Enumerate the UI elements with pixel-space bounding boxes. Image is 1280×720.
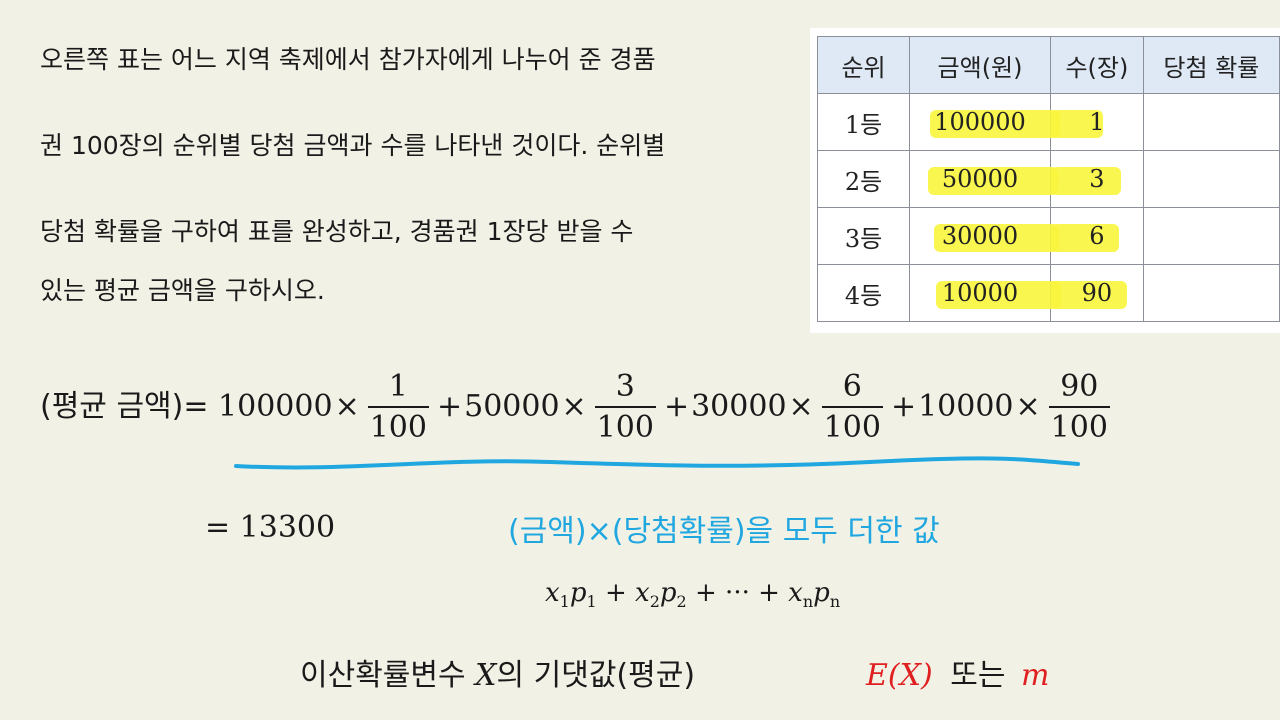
prize-table-panel: 순위 금액(원) 수(장) 당첨 확률 1등 100000 1 2등 50000… [810,28,1280,333]
probability-cell[interactable] [1142,207,1280,265]
fraction-denominator: 100 [821,406,883,448]
problem-line-4: 있는 평균 금액을 구하시오. [40,276,325,305]
mean-equation: (평균 금액)= 100000× 1 100 +50000× 3 100 +30000× 6 1… [40,368,1116,448]
term-amount: 10000 [918,389,1014,424]
amount-cell: 10000 [909,264,1062,322]
notation-m: m [1020,658,1050,693]
times-sign: × [788,389,814,424]
header-probability: 당첨 확률 [1142,36,1280,94]
notation-ex: E(X) [866,658,933,693]
amount-cell: 100000 [909,93,1061,151]
amount-cell: 30000 [909,207,1060,265]
prize-table: 순위 금액(원) 수(장) 당첨 확률 1등 100000 1 2등 50000… [816,36,1280,322]
header-rank: 순위 [816,36,911,94]
header-amount: 금액(원) [909,36,1051,94]
fraction-denominator: 100 [594,406,656,448]
highlight-mark [928,167,1059,195]
probability-cell[interactable] [1142,264,1280,322]
rank-cell: 4등 [816,264,911,322]
problem-line-2: 권 100장의 순위별 당첨 금액과 수를 나타낸 것이다. 순위별 [40,131,666,160]
count-cell: 90 [1049,264,1144,322]
weighted-sum-note: (금액)×(당첨확률)을 모두 더한 값 [508,514,940,549]
table-row: 2등 50000 3 [816,150,1280,208]
rank-cell: 1등 [816,93,911,151]
fraction: 1 100 [367,368,429,448]
fraction-denominator: 100 [1048,406,1110,448]
random-variable-x: X [475,658,497,693]
probability-cell[interactable] [1142,93,1280,151]
highlight-mark [930,110,1061,138]
fraction-numerator: 3 [615,369,635,404]
highlight-mark [1050,224,1119,252]
plus-sign: + [663,389,690,424]
highlight-mark [934,224,1060,252]
fraction-numerator: 1 [388,369,408,404]
count-cell: 3 [1049,150,1144,208]
rank-cell: 2등 [816,150,911,208]
times-sign: × [334,389,360,424]
count-cell: 6 [1049,207,1144,265]
plus-sign: + [436,389,463,424]
highlight-mark [936,281,1062,309]
fraction: 90 100 [1048,368,1110,448]
or-text: 또는 [950,658,1006,693]
table-row: 1등 100000 1 [816,93,1280,151]
plus-sign: + [890,389,917,424]
concept-text-before: 이산확률변수 [300,658,476,693]
problem-line-3: 당첨 확률을 구하여 표를 완성하고, 경품권 1장당 받을 수 [40,217,634,246]
fraction-numerator: 90 [1060,369,1099,404]
header-count: 수(장) [1049,36,1144,94]
probability-cell[interactable] [1142,150,1280,208]
table-row: 3등 30000 6 [816,207,1280,265]
expectation-formula: x1p1 + x2p2 + ··· + xnpn [545,578,841,612]
term-amount: 100000 [218,389,333,424]
amount-cell: 50000 [909,150,1059,208]
table-header-row: 순위 금액(원) 수(장) 당첨 확률 [816,36,1280,94]
times-sign: × [561,389,587,424]
fraction: 6 100 [821,368,883,448]
expected-value-definition: 이산확률변수 X의 기댓값(평균) [300,650,695,694]
highlight-mark [1050,167,1121,195]
fraction-denominator: 100 [367,406,429,448]
rank-cell: 3등 [816,207,911,265]
fraction-numerator: 6 [842,369,862,404]
fraction: 3 100 [594,368,656,448]
term-amount: 50000 [464,389,560,424]
times-sign: × [1015,389,1041,424]
table-row: 4등 10000 90 [816,264,1280,322]
term-amount: 30000 [691,389,787,424]
equation-lhs: (평균 금액)= [40,389,209,424]
expectation-notation: E(X) 또는 m [866,650,1049,694]
count-cell: 1 [1049,93,1144,151]
problem-line-1: 오른쪽 표는 어느 지역 축제에서 참가자에게 나누어 준 경품 [40,45,656,74]
equation-result: = 13300 [205,510,336,545]
blue-underline [234,456,1080,470]
concept-text-after: 의 기댓값(평균) [496,658,696,693]
highlight-mark [1050,281,1127,309]
highlight-mark [1050,110,1103,138]
